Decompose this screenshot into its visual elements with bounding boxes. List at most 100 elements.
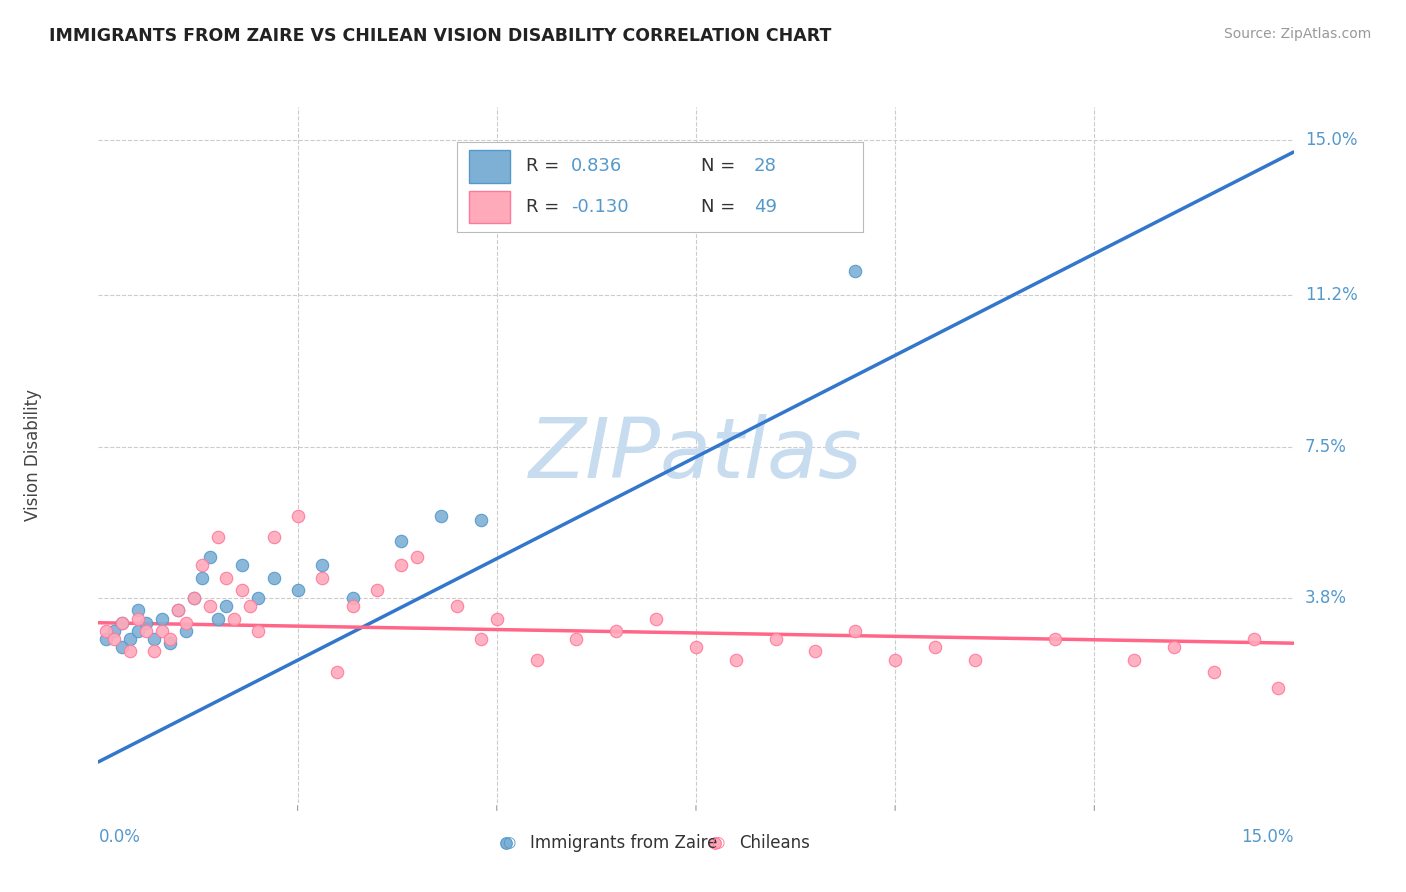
- Point: [605, 624, 627, 638]
- Point: [183, 591, 205, 606]
- Text: Vision Disability: Vision Disability: [24, 389, 42, 521]
- Point: [470, 513, 492, 527]
- Point: [342, 599, 364, 614]
- Point: [685, 640, 707, 655]
- Point: [96, 624, 118, 638]
- Point: [366, 582, 388, 597]
- Point: [342, 591, 364, 606]
- Text: R =: R =: [526, 157, 565, 175]
- Text: 0.0%: 0.0%: [98, 828, 141, 846]
- Point: [804, 644, 827, 658]
- Point: [111, 615, 134, 630]
- Point: [198, 599, 221, 614]
- Text: Source: ZipAtlas.com: Source: ZipAtlas.com: [1223, 27, 1371, 41]
- Text: -0.130: -0.130: [571, 198, 628, 216]
- Point: [127, 624, 149, 638]
- Point: [207, 612, 229, 626]
- Point: [246, 591, 269, 606]
- Point: [120, 632, 142, 646]
- Point: [287, 582, 309, 597]
- Point: [844, 624, 866, 638]
- Point: [389, 533, 412, 548]
- Text: 0.836: 0.836: [571, 157, 621, 175]
- Point: [526, 652, 548, 666]
- Text: 15.0%: 15.0%: [1305, 131, 1357, 149]
- Point: [222, 612, 245, 626]
- Point: [239, 599, 262, 614]
- Point: [150, 612, 173, 626]
- Text: 15.0%: 15.0%: [1241, 828, 1294, 846]
- Point: [446, 599, 468, 614]
- Text: 11.2%: 11.2%: [1305, 286, 1357, 304]
- Point: [215, 571, 238, 585]
- Point: [1267, 681, 1289, 696]
- Point: [198, 550, 221, 565]
- Point: [485, 612, 508, 626]
- Point: [963, 652, 986, 666]
- Text: 3.8%: 3.8%: [1305, 589, 1347, 607]
- Point: [287, 509, 309, 524]
- Point: [326, 665, 349, 679]
- Point: [167, 603, 190, 617]
- Point: [495, 836, 517, 850]
- Point: [135, 624, 157, 638]
- Point: [150, 624, 173, 638]
- Text: IMMIGRANTS FROM ZAIRE VS CHILEAN VISION DISABILITY CORRELATION CHART: IMMIGRANTS FROM ZAIRE VS CHILEAN VISION …: [49, 27, 831, 45]
- Point: [311, 571, 333, 585]
- Point: [645, 612, 668, 626]
- Point: [263, 530, 285, 544]
- Point: [765, 632, 787, 646]
- Text: N =: N =: [700, 157, 741, 175]
- Point: [1043, 632, 1066, 646]
- Point: [174, 615, 197, 630]
- Point: [191, 558, 214, 573]
- Text: 7.5%: 7.5%: [1305, 438, 1347, 456]
- Point: [120, 644, 142, 658]
- Point: [1243, 632, 1265, 646]
- Text: ○: ○: [711, 836, 724, 850]
- Point: [183, 591, 205, 606]
- Point: [263, 571, 285, 585]
- Bar: [470, 150, 510, 183]
- Point: [1202, 665, 1225, 679]
- Point: [143, 644, 166, 658]
- Bar: [470, 191, 510, 223]
- Point: [430, 509, 453, 524]
- Point: [1163, 640, 1185, 655]
- Point: [96, 632, 118, 646]
- Point: [884, 652, 907, 666]
- Point: [143, 632, 166, 646]
- Point: [191, 571, 214, 585]
- Point: [127, 603, 149, 617]
- Point: [924, 640, 946, 655]
- Point: [1123, 652, 1146, 666]
- Point: [406, 550, 429, 565]
- Point: [844, 264, 866, 278]
- Text: R =: R =: [526, 198, 565, 216]
- Point: [565, 632, 588, 646]
- Point: [207, 530, 229, 544]
- Point: [174, 624, 197, 638]
- Point: [167, 603, 190, 617]
- Point: [246, 624, 269, 638]
- Point: [231, 582, 253, 597]
- Text: ○: ○: [502, 836, 515, 850]
- Point: [159, 636, 181, 650]
- Point: [703, 836, 725, 850]
- Point: [103, 624, 125, 638]
- Point: [215, 599, 238, 614]
- Text: 49: 49: [754, 198, 776, 216]
- Point: [311, 558, 333, 573]
- Point: [103, 632, 125, 646]
- Point: [389, 558, 412, 573]
- Text: Chileans: Chileans: [740, 834, 810, 852]
- Point: [111, 640, 134, 655]
- Point: [724, 652, 747, 666]
- Point: [135, 615, 157, 630]
- Text: N =: N =: [700, 198, 741, 216]
- Point: [111, 615, 134, 630]
- Text: Immigrants from Zaire: Immigrants from Zaire: [530, 834, 717, 852]
- Text: 28: 28: [754, 157, 776, 175]
- Text: ZIPatlas: ZIPatlas: [529, 415, 863, 495]
- Point: [470, 632, 492, 646]
